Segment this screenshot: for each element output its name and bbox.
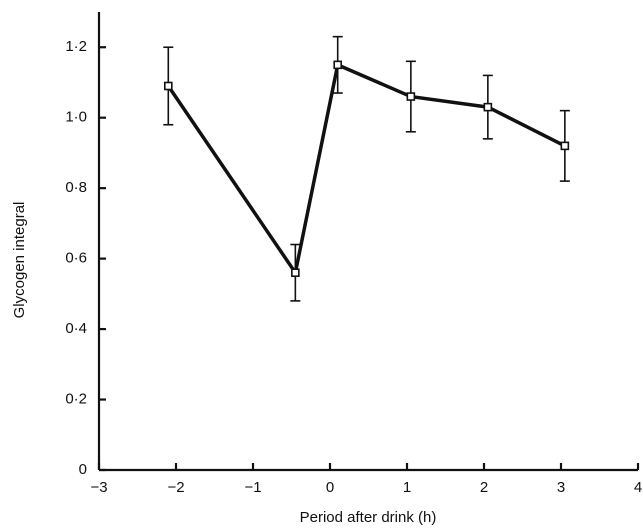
y-tick-label: 0·2 (65, 391, 87, 408)
data-line (166, 62, 566, 278)
marker (560, 141, 570, 151)
x-tick-label: 1 (403, 479, 411, 496)
y-tick-label: 0·6 (65, 250, 87, 267)
marker (333, 60, 343, 70)
marker (483, 102, 493, 112)
marker (164, 81, 173, 91)
y-tick-label: 0 (79, 461, 87, 478)
x-tick-label: 2 (480, 479, 488, 496)
x-tick-label: −1 (244, 479, 261, 496)
x-tick-label: 3 (557, 479, 565, 496)
marker (406, 92, 416, 101)
y-axis-label: Glycogen integral (11, 202, 28, 319)
x-tick-label: −2 (167, 479, 184, 496)
x-tick-label: −3 (90, 479, 107, 496)
y-tick-label: 1·2 (65, 38, 87, 55)
x-axis-label: Period after drink (h) (300, 509, 437, 526)
y-tick-label: 0·8 (65, 179, 87, 196)
x-tick-label: 4 (634, 479, 642, 496)
y-tick-label: 1·0 (65, 109, 87, 126)
marker (291, 268, 300, 278)
x-tick-label: 0 (326, 479, 334, 496)
y-tick-label: 0·4 (65, 320, 87, 337)
